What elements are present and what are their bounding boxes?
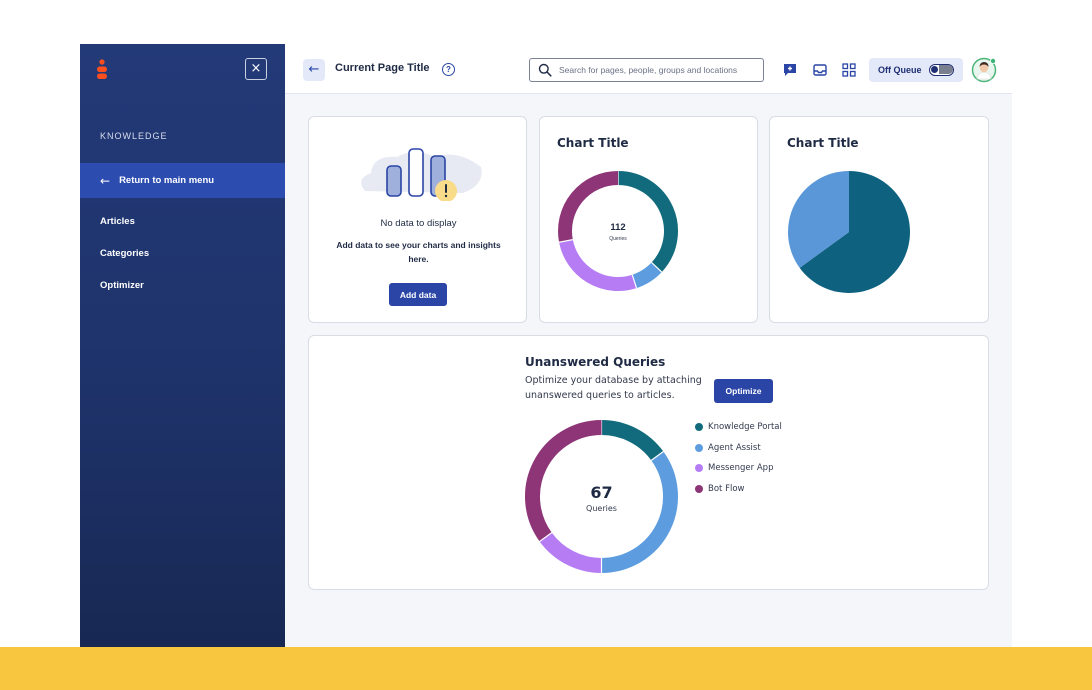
legend-dot <box>695 464 703 473</box>
search-field[interactable] <box>529 58 764 82</box>
page-title: Current Page Title <box>335 62 430 74</box>
legend-dot <box>695 443 703 452</box>
close-sidebar-button[interactable]: × <box>245 58 267 80</box>
donut-separator <box>631 274 638 289</box>
legend-label: Knowledge Portal <box>708 422 782 433</box>
donut-separator <box>539 532 553 542</box>
add-data-button[interactable]: Add data <box>389 283 447 306</box>
donut-chart-card: Chart Title 112 Queries <box>539 116 758 323</box>
donut-separator <box>651 262 663 273</box>
donut-center-value: 112 <box>610 222 625 233</box>
bottom-accent-bar <box>0 647 1092 690</box>
legend-item-messenger-app: Messenger App <box>695 458 782 479</box>
donut-slice-4 <box>525 420 602 542</box>
empty-state-description: Add data to see your charts and insights… <box>336 240 501 264</box>
donut-slice-2 <box>601 451 678 573</box>
donut-center-label: Queries <box>586 504 617 513</box>
pie-slice-1 <box>799 171 910 293</box>
chart-legend: Knowledge Portal Agent Assist Messenger … <box>695 417 782 499</box>
donut-slice-1 <box>617 171 678 273</box>
empty-state-title: No data to display <box>380 218 457 229</box>
unanswered-title: Unanswered Queries <box>525 355 666 369</box>
toggle-knob <box>930 66 938 73</box>
arrow-left-icon: ← <box>100 173 111 188</box>
toggle-track <box>938 65 953 74</box>
legend-dot <box>695 484 703 493</box>
inbox-icon[interactable] <box>812 62 828 78</box>
donut-slices <box>558 171 678 291</box>
unanswered-donut-chart: 67 Queries <box>525 420 678 573</box>
toggle-switch[interactable] <box>928 64 954 76</box>
legend-item-knowledge-portal: Knowledge Portal <box>695 417 782 438</box>
sidebar-item-optimizer[interactable]: Optimizer <box>100 280 144 291</box>
donut-center-label: Queries <box>609 236 627 242</box>
donut-slice-3 <box>539 532 602 573</box>
legend-label: Bot Flow <box>708 483 745 494</box>
chart-title: Chart Title <box>557 136 629 150</box>
top-header: ← Current Page Title ? <box>285 44 1012 94</box>
unanswered-description: Optimize your database by attaching unan… <box>525 375 702 401</box>
donut-slice-2 <box>631 262 662 289</box>
search-icon <box>538 63 552 77</box>
sidebar-section-heading: KNOWLEDGE <box>100 131 168 141</box>
queue-status-toggle[interactable]: Off Queue <box>869 58 963 82</box>
legend-label: Messenger App <box>708 463 774 474</box>
donut-slices <box>525 420 678 573</box>
donut-slice-1 <box>601 420 664 461</box>
return-to-main-menu-button[interactable]: ← Return to main menu <box>80 163 285 198</box>
donut-chart: 112 Queries <box>558 171 678 291</box>
donut-slice-4 <box>558 171 619 243</box>
avatar[interactable] <box>971 57 997 83</box>
optimize-button[interactable]: Optimize <box>714 379 773 403</box>
brand-logo-icon <box>96 59 108 81</box>
search-input[interactable] <box>559 65 759 75</box>
chart-title: Chart Title <box>787 136 859 150</box>
chat-icon[interactable] <box>782 62 798 78</box>
legend-item-bot-flow: Bot Flow <box>695 479 782 500</box>
donut-separator <box>650 451 664 461</box>
pie-chart-card: Chart Title <box>769 116 989 323</box>
pie-slice-2 <box>788 171 849 268</box>
legend-item-agent-assist: Agent Assist <box>695 438 782 459</box>
pie-slices <box>788 171 910 293</box>
legend-label: Agent Assist <box>708 442 761 453</box>
empty-chart-illustration <box>361 148 482 201</box>
sidebar-item-categories[interactable]: Categories <box>100 248 150 259</box>
queue-status-label: Off Queue <box>878 65 922 75</box>
legend-dot <box>695 423 703 432</box>
pie-chart <box>788 171 910 293</box>
app-window: × KNOWLEDGE ← Return to main menu Articl… <box>80 44 1012 647</box>
help-icon[interactable]: ? <box>442 63 455 76</box>
apps-grid-icon[interactable] <box>841 62 857 78</box>
unanswered-queries-card: Unanswered Queries Optimize your databas… <box>308 335 989 590</box>
donut-separator <box>558 239 573 243</box>
donut-center-value: 67 <box>590 483 612 502</box>
back-button[interactable]: ← <box>303 59 325 81</box>
return-label: Return to main menu <box>119 175 215 186</box>
donut-slice-3 <box>559 239 637 291</box>
sidebar-item-articles[interactable]: Articles <box>100 216 135 227</box>
empty-state-card: No data to display Add data to see your … <box>308 116 527 323</box>
sidebar: × KNOWLEDGE ← Return to main menu Articl… <box>80 44 285 647</box>
